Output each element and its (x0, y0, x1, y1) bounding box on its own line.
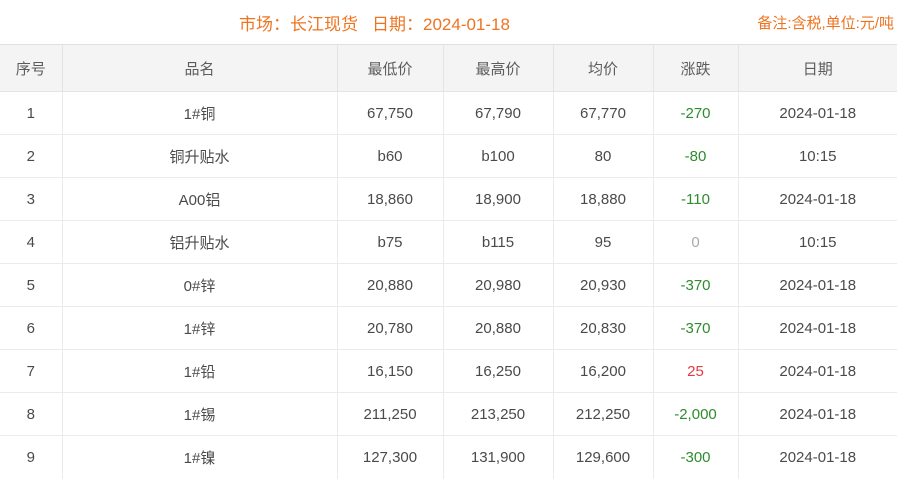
cell-avg-price: 67,770 (553, 91, 654, 135)
cell-low-price: 67,750 (337, 91, 444, 135)
cell-low-price: 16,150 (337, 349, 444, 393)
cell-change: -370 (653, 263, 739, 307)
table-row: 2 铜升贴水 b60 b100 80 -80 10:15 (0, 134, 897, 178)
cell-avg-price: 212,250 (553, 392, 654, 436)
table-body: 1 1#铜 67,750 67,790 67,770 -270 2024-01-18 2 铜升贴… (0, 91, 897, 479)
cell-product-name: 铜升贴水 (62, 134, 338, 178)
cell-product-name: 1#锡 (62, 392, 338, 436)
cell-product-name: 1#镍 (62, 435, 338, 479)
cell-date: 2024-01-18 (738, 91, 897, 135)
column-header-no: 序号 (0, 44, 63, 92)
cell-no: 9 (0, 435, 63, 479)
cell-date: 2024-01-18 (738, 392, 897, 436)
cell-low-price: 127,300 (337, 435, 444, 479)
cell-high-price: 20,980 (443, 263, 554, 307)
cell-high-price: 67,790 (443, 91, 554, 135)
table-row: 7 1#铅 16,150 16,250 16,200 25 2024-01-18 (0, 349, 897, 393)
table-header-row: 序号 品名 最低价 最高价 均价 涨跌 日期 (0, 44, 897, 92)
column-header-avg: 均价 (553, 44, 654, 92)
cell-no: 7 (0, 349, 63, 393)
cell-low-price: 20,780 (337, 306, 444, 350)
cell-low-price: 211,250 (337, 392, 444, 436)
cell-high-price: 213,250 (443, 392, 554, 436)
cell-avg-price: 18,880 (553, 177, 654, 221)
table-row: 8 1#锡 211,250 213,250 212,250 -2,000 2024-01-1… (0, 392, 897, 436)
date-label: 日期：2024-01-18 (372, 14, 510, 34)
cell-product-name: A00铝 (62, 177, 338, 221)
cell-change: 25 (653, 349, 739, 393)
remark-label: 备注:含税,单位:元/吨 (757, 14, 894, 32)
table-row: 1 1#铜 67,750 67,790 67,770 -270 2024-01-18 (0, 91, 897, 135)
cell-low-price: 18,860 (337, 177, 444, 221)
table-row: 9 1#镍 127,300 131,900 129,600 -300 2024-01-18 (0, 435, 897, 479)
cell-change: -110 (653, 177, 739, 221)
cell-change: -80 (653, 134, 739, 178)
column-header-change: 涨跌 (653, 44, 739, 92)
cell-change: -2,000 (653, 392, 739, 436)
cell-no: 6 (0, 306, 63, 350)
cell-change: -370 (653, 306, 739, 350)
page-title: 市场：长江现货 日期：2024-01-18 (239, 10, 510, 35)
column-header-date: 日期 (738, 44, 897, 92)
table-row: 3 A00铝 18,860 18,900 18,880 -110 2024-01-18 (0, 177, 897, 221)
cell-high-price: 16,250 (443, 349, 554, 393)
cell-product-name: 1#锌 (62, 306, 338, 350)
cell-low-price: b60 (337, 134, 444, 178)
cell-date: 2024-01-18 (738, 263, 897, 307)
cell-no: 5 (0, 263, 63, 307)
top-header-bar: 市场：长江现货 日期：2024-01-18 备注:含税,单位:元/吨 (0, 0, 897, 44)
cell-product-name: 1#铜 (62, 91, 338, 135)
cell-product-name: 1#铅 (62, 349, 338, 393)
cell-low-price: b75 (337, 220, 444, 264)
market-label: 市场：长江现货 (239, 14, 358, 34)
cell-low-price: 20,880 (337, 263, 444, 307)
column-header-low: 最低价 (337, 44, 444, 92)
cell-date: 10:15 (738, 220, 897, 264)
cell-no: 2 (0, 134, 63, 178)
cell-no: 8 (0, 392, 63, 436)
cell-change: 0 (653, 220, 739, 264)
cell-no: 3 (0, 177, 63, 221)
column-header-name: 品名 (62, 44, 338, 92)
cell-avg-price: 20,930 (553, 263, 654, 307)
cell-product-name: 0#锌 (62, 263, 338, 307)
cell-avg-price: 129,600 (553, 435, 654, 479)
cell-high-price: 20,880 (443, 306, 554, 350)
cell-avg-price: 80 (553, 134, 654, 178)
cell-avg-price: 16,200 (553, 349, 654, 393)
cell-date: 2024-01-18 (738, 349, 897, 393)
cell-date: 10:15 (738, 134, 897, 178)
table-row: 5 0#锌 20,880 20,980 20,930 -370 2024-01-18 (0, 263, 897, 307)
cell-no: 1 (0, 91, 63, 135)
cell-high-price: 18,900 (443, 177, 554, 221)
cell-high-price: b115 (443, 220, 554, 264)
table-row: 4 铝升贴水 b75 b115 95 0 10:15 (0, 220, 897, 264)
cell-avg-price: 20,830 (553, 306, 654, 350)
spot-price-table: 序号 品名 最低价 最高价 均价 涨跌 日期 1 1#铜 67,750 67,790 6… (0, 44, 897, 479)
cell-avg-price: 95 (553, 220, 654, 264)
cell-date: 2024-01-18 (738, 306, 897, 350)
cell-change: -270 (653, 91, 739, 135)
cell-date: 2024-01-18 (738, 177, 897, 221)
cell-change: -300 (653, 435, 739, 479)
column-header-high: 最高价 (443, 44, 554, 92)
cell-high-price: 131,900 (443, 435, 554, 479)
cell-no: 4 (0, 220, 63, 264)
cell-high-price: b100 (443, 134, 554, 178)
cell-product-name: 铝升贴水 (62, 220, 338, 264)
table-row: 6 1#锌 20,780 20,880 20,830 -370 2024-01-18 (0, 306, 897, 350)
cell-date: 2024-01-18 (738, 435, 897, 479)
